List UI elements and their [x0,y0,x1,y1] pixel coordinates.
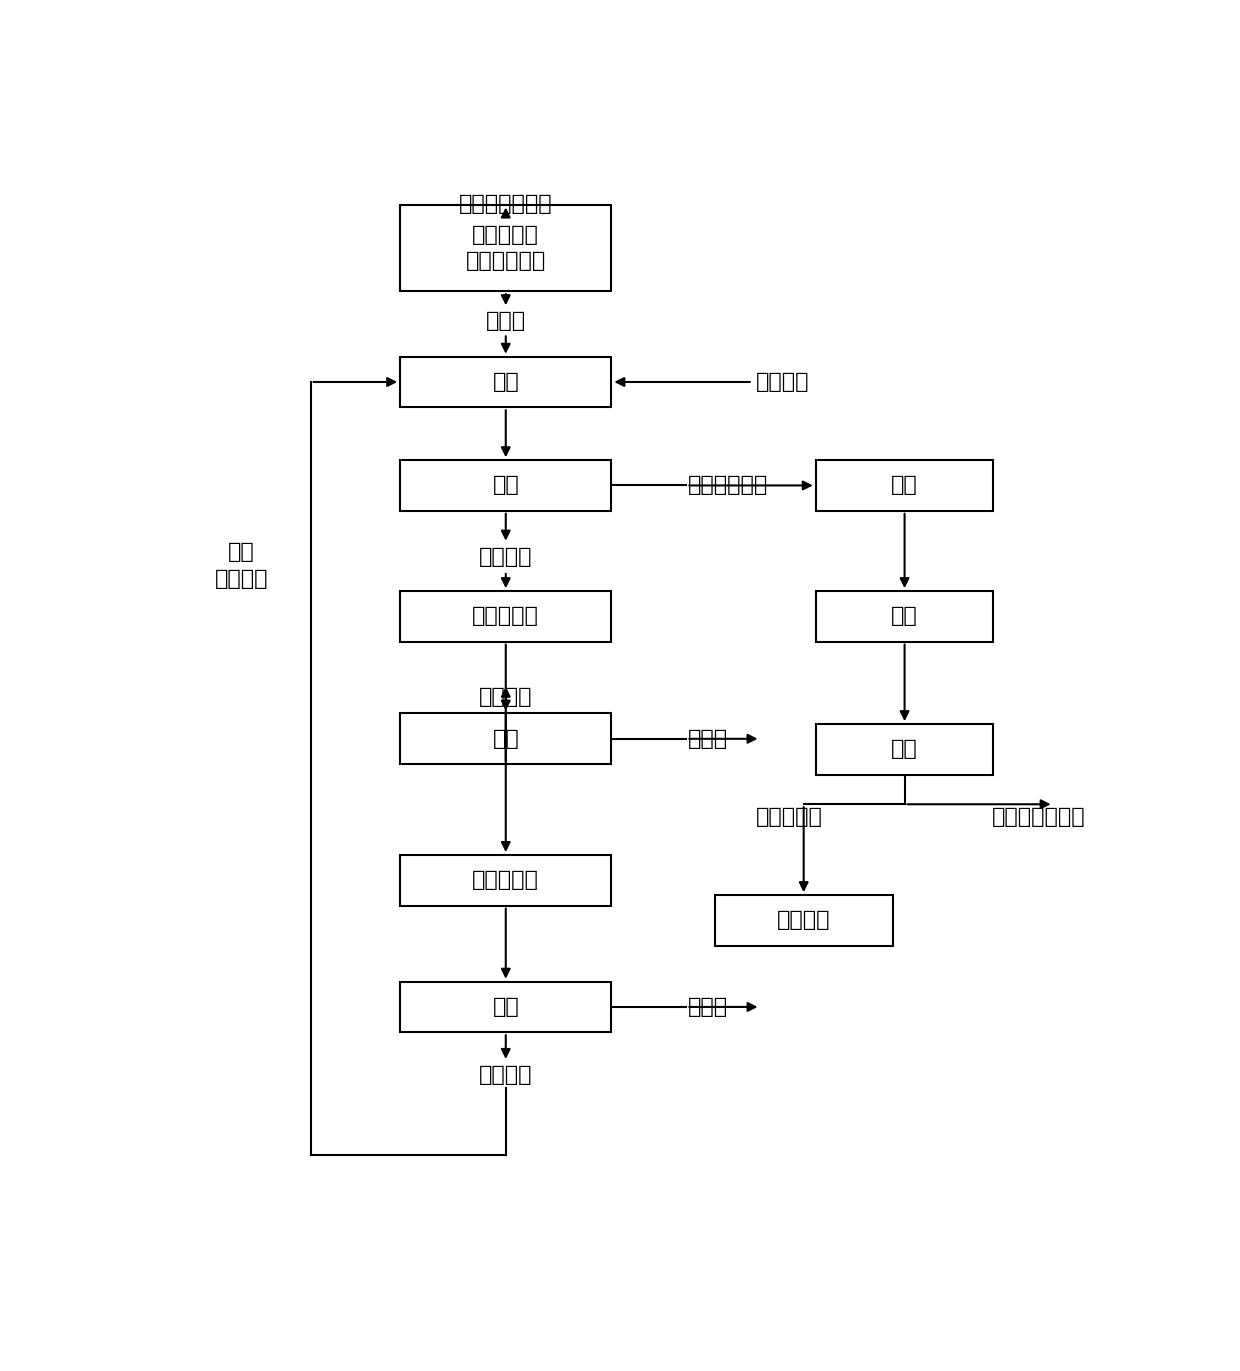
Text: 除氟后电池粉: 除氟后电池粉 [688,476,769,495]
Text: 电池粉: 电池粉 [486,311,526,330]
Bar [401,591,611,642]
Bar [816,591,993,642]
Text: 含氟渣: 含氟渣 [688,997,728,1017]
Text: 废水处理: 废水处理 [777,910,831,931]
Text: 含镁魈锰锂产品: 含镁魈锰锂产品 [992,808,1086,827]
Bar [401,461,611,511]
Bar [401,204,611,291]
Text: 除氟后液: 除氟后液 [479,1064,532,1084]
Text: 酸浸: 酸浸 [892,476,918,495]
Text: 除锂后液: 除锂后液 [479,687,532,706]
Text: 除杂: 除杂 [892,606,918,627]
Text: 溶氟助剂: 溶氟助剂 [755,372,810,392]
Text: 过滤: 过滤 [492,476,520,495]
Text: 放电、热处
理、破碎筛分: 放电、热处 理、破碎筛分 [466,225,546,271]
Text: 含氟洗液: 含氟洗液 [479,547,532,568]
Text: 过滤: 过滤 [492,729,520,749]
Bar [401,356,611,407]
Bar [816,724,993,775]
Text: 加入除氟剂: 加入除氟剂 [472,871,539,890]
Text: 萃取: 萃取 [892,739,918,760]
Bar [816,461,993,511]
Bar [714,895,893,946]
Text: 过滤: 过滤 [492,997,520,1017]
Text: 不含氟废水: 不含氟废水 [756,808,822,827]
Bar [401,856,611,906]
Text: 加热: 加热 [492,372,520,392]
Text: 补充
溶氟助剂: 补充 溶氟助剂 [215,543,268,590]
Text: 加入沉锂剂: 加入沉锂剂 [472,606,539,627]
Bar [401,713,611,764]
Text: 废旧锂离子电池: 废旧锂离子电池 [459,193,553,214]
Bar [401,982,611,1032]
Text: 含锂渣: 含锂渣 [688,729,728,749]
